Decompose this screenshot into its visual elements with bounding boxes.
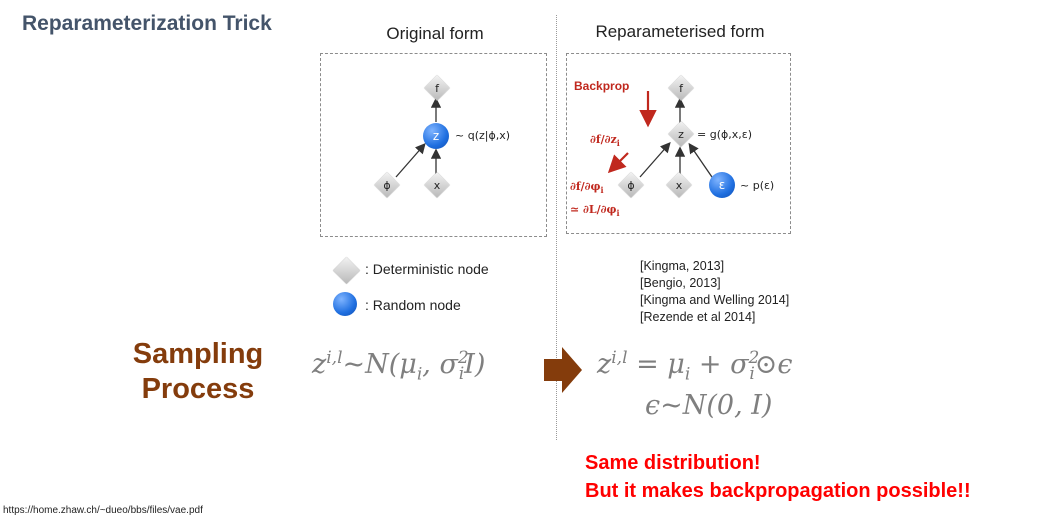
sampling-line1: Sampling — [132, 338, 264, 370]
reference-item: [Kingma, 2013] — [640, 259, 725, 273]
left-panel-title: Original form — [386, 24, 484, 43]
original-form-box — [320, 53, 547, 237]
reparameterised-form-edges — [607, 91, 715, 181]
edge-eps-to-z — [688, 142, 715, 181]
source-url: https://home.zhaw.ch/~dueo/bbs/files/vae… — [3, 505, 203, 516]
left-node-z: z — [423, 123, 449, 149]
grad-f-phi: ∂f/∂φi — [570, 180, 604, 196]
grad-f-z: ∂f/∂zi — [590, 133, 620, 149]
sampling-process-heading: Sampling Process — [118, 337, 278, 407]
sampling-line2: Process — [141, 373, 255, 405]
edge-phi-to-z — [639, 142, 671, 178]
backprop-arrow-diag — [607, 152, 629, 174]
left-node-f-label: f — [435, 82, 439, 95]
right-node-phi-label: ϕ — [627, 179, 635, 192]
note-same-distribution: Same distribution! — [585, 452, 761, 474]
reference-item: [Kingma and Welling 2014] — [640, 293, 790, 307]
right-eps-distribution: ~ p(ε) — [740, 179, 775, 192]
legend-random-label: : Random node — [365, 297, 461, 313]
grad-L-phi: ≃ ∂L/∂φi — [570, 203, 620, 219]
references: [Kingma, 2013] [Bengio, 2013] [Kingma an… — [640, 258, 789, 326]
original-form-edges — [395, 97, 442, 178]
reference-item: [Rezende et al 2014] — [640, 310, 756, 324]
left-node-phi-label: ϕ — [383, 179, 391, 192]
slide-title: Reparameterization Trick — [22, 12, 272, 35]
right-node-f-label: f — [679, 82, 683, 95]
right-node-x-label: x — [675, 179, 683, 192]
right-panel-title: Reparameterised form — [595, 22, 765, 41]
legend-deterministic-icon — [333, 257, 360, 284]
formula-original: zi,l~N(μi, σ2iI) — [312, 348, 486, 385]
formula-noise: ϵ~N(0, I) — [645, 390, 773, 421]
reparameterised-form-box — [566, 53, 791, 234]
legend-deterministic-label: : Deterministic node — [365, 261, 489, 277]
left-z-distribution: ~ q(z|ϕ,x) — [455, 129, 511, 142]
transform-arrow — [544, 347, 582, 393]
note-backprop-possible: But it makes backpropagation possible!! — [585, 480, 971, 502]
vertical-divider — [556, 15, 557, 440]
right-node-eps: ε — [709, 172, 735, 198]
reference-item: [Bengio, 2013] — [640, 276, 721, 290]
legend-random-icon — [333, 292, 357, 316]
formula-reparameterised: zi,l = μi + σ2i⊙ϵ — [597, 348, 793, 385]
left-node-x-label: x — [433, 179, 441, 192]
right-z-function: = g(ϕ,x,ε) — [697, 128, 752, 141]
backprop-label: Backprop — [574, 79, 630, 93]
edge-phi-to-z — [395, 143, 426, 178]
right-node-z-label: z — [678, 128, 684, 141]
